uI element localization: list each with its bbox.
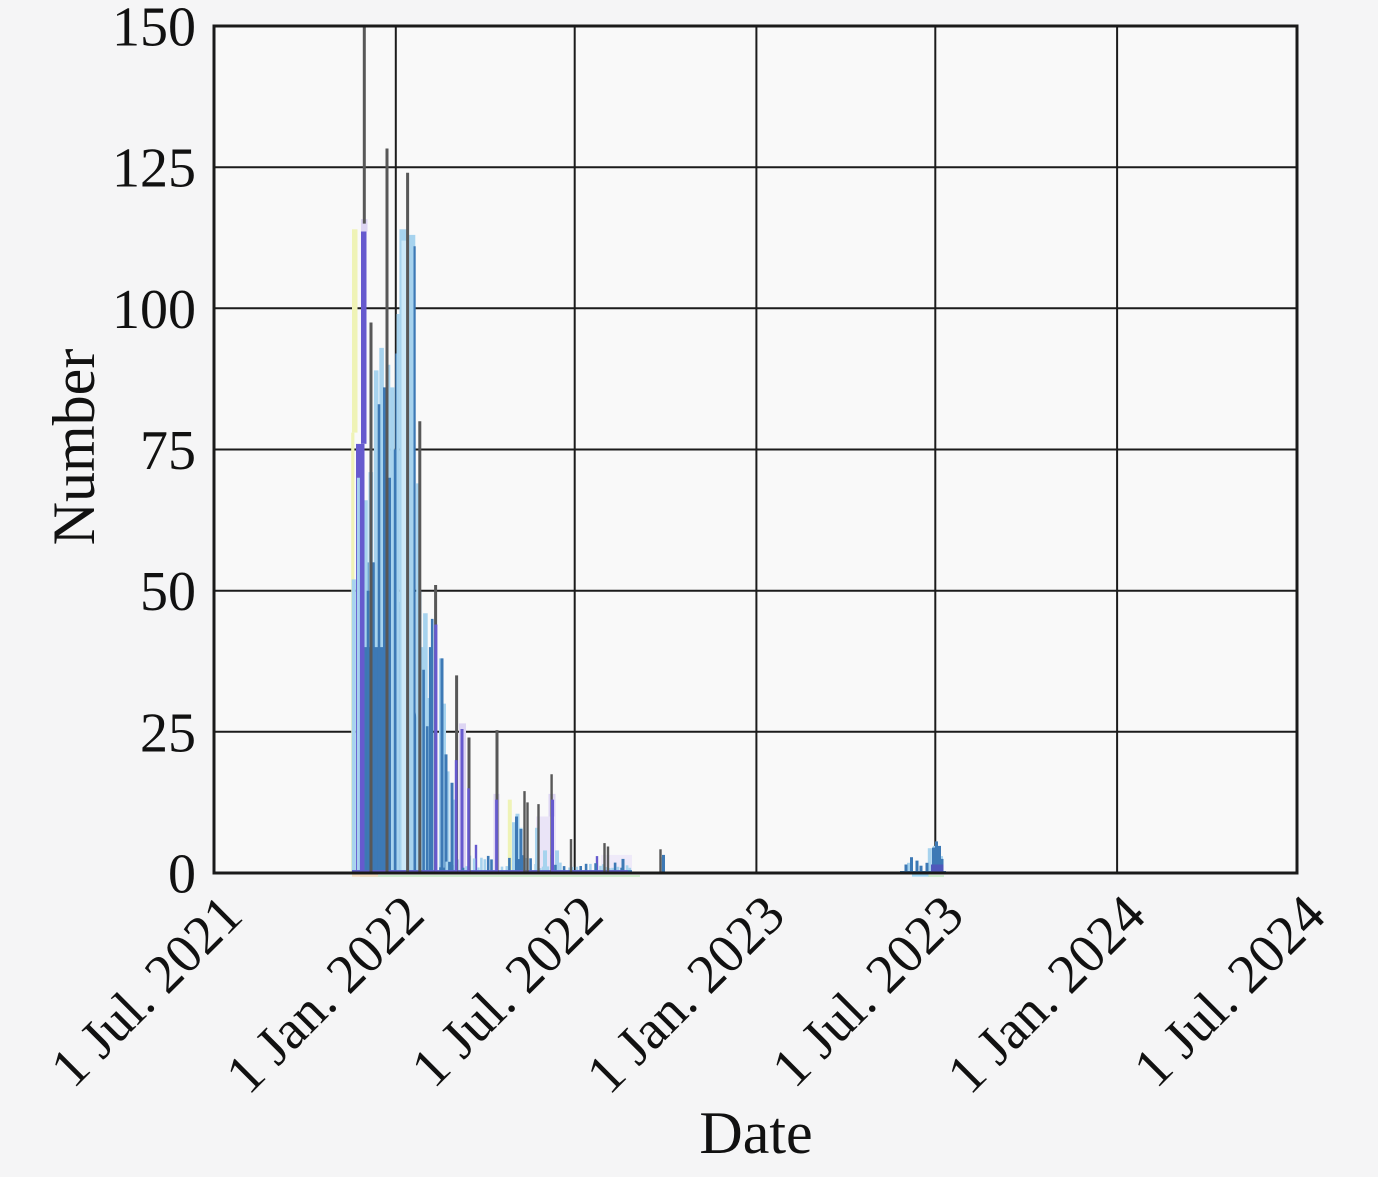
svg-text:50: 50: [140, 561, 196, 623]
svg-text:75: 75: [140, 420, 196, 482]
svg-text:125: 125: [112, 138, 196, 200]
svg-text:25: 25: [140, 702, 196, 764]
svg-text:100: 100: [112, 279, 196, 341]
svg-text:150: 150: [112, 0, 196, 59]
svg-text:Date: Date: [699, 1100, 812, 1166]
svg-text:Number: Number: [41, 349, 107, 546]
svg-text:0: 0: [168, 844, 196, 906]
